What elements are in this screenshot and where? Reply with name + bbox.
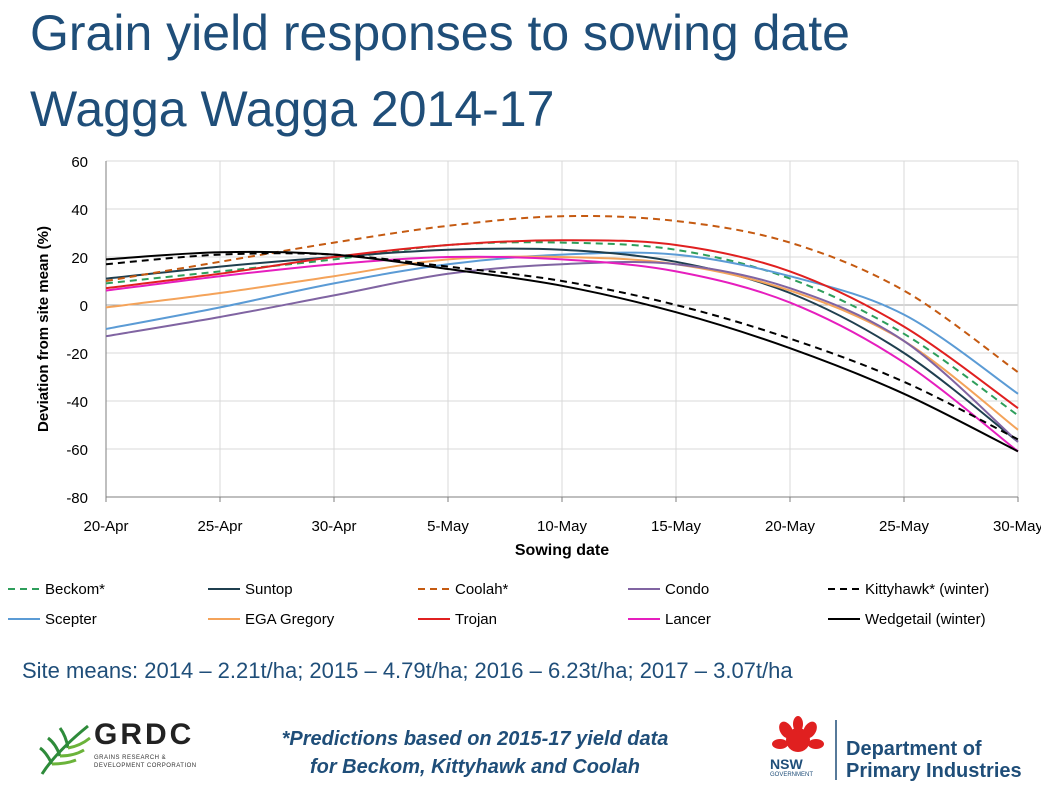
x-tick-label: 20-Apr [83, 518, 128, 535]
legend-label: Beckom* [45, 581, 105, 598]
x-tick-label: 15-May [651, 518, 702, 535]
grdc-name: GRDC [94, 718, 195, 751]
legend-label: EGA Gregory [245, 611, 335, 628]
dpi-name-line-2: Primary Industries [846, 760, 1022, 782]
legend-label: Condo [665, 581, 709, 598]
x-tick-label: 20-May [765, 518, 816, 535]
grdc-logo: GRDC GRAINS RESEARCH & DEVELOPMENT CORPO… [36, 716, 206, 778]
slide-title-line-2: Wagga Wagga 2014-17 [30, 81, 555, 137]
dpi-name: Department of Primary Industries [846, 738, 1022, 782]
series-line-lancer [105, 255, 1019, 453]
series-line-coolah [105, 214, 1019, 374]
dpi-name-line-1: Department of [846, 738, 982, 760]
x-tick-label: 5-May [427, 518, 469, 535]
y-tick-label: 0 [80, 298, 88, 315]
y-tick-label: -20 [66, 346, 88, 363]
y-tick-label: 20 [71, 250, 88, 267]
nsw-dpi-logo: NSW GOVERNMENT Department of Primary Ind… [768, 716, 1030, 782]
series-line-condo [105, 261, 1019, 443]
footnote-line-2: for Beckom, Kittyhawk and Coolah [309, 756, 641, 778]
slide-title-line-1: Grain yield responses to sowing date [30, 5, 850, 61]
x-tick-label: 30-Apr [311, 518, 356, 535]
x-tick-label: 25-Apr [197, 518, 242, 535]
site-means-text: Site means: 2014 – 2.21t/ha; 2015 – 4.79… [22, 658, 793, 683]
yield-chart: -80 -60 -40 -20 0 20 40 60 20-Apr 25-Apr 30-Apr 5-M… [8, 154, 1041, 628]
series-line-wedgetail-winter [105, 250, 1019, 453]
footnote: *Predictions based on 2015-17 yield data… [230, 725, 720, 781]
y-tick-label: -60 [66, 442, 88, 459]
series-line-beckom [105, 241, 1019, 417]
y-tick-label: -80 [66, 490, 88, 507]
legend-label: Wedgetail (winter) [865, 611, 986, 628]
grdc-subtitle: GRAINS RESEARCH & DEVELOPMENT CORPORATIO… [94, 755, 197, 769]
series-line-kittyhawk-winter [105, 252, 1019, 441]
waratah-icon [772, 716, 824, 752]
legend-label: Suntop [245, 581, 293, 598]
series-line-trojan [105, 239, 1019, 410]
series-line-scepter [105, 251, 1019, 395]
x-axis-title: Sowing date [515, 542, 609, 559]
y-tick-label: 60 [71, 154, 88, 171]
logo-divider [835, 720, 837, 780]
x-tick-label: 25-May [879, 518, 930, 535]
nsw-government-label: GOVERNMENT [770, 772, 814, 778]
legend-label: Lancer [665, 611, 711, 628]
legend-label: Kittyhawk* (winter) [865, 581, 989, 598]
x-tick-label: 30-May [993, 518, 1041, 535]
x-tick-label: 10-May [537, 518, 588, 535]
y-tick-label: 40 [71, 202, 88, 219]
series-line-suntop [105, 247, 1019, 443]
legend-label: Coolah* [455, 581, 509, 598]
nsw-label: NSW [770, 756, 803, 772]
legend-label: Trojan [455, 611, 497, 628]
legend-label: Scepter [45, 611, 97, 628]
wheat-icon [39, 724, 91, 775]
y-tick-label: -40 [66, 394, 88, 411]
y-axis-title: Deviation from site mean (%) [35, 226, 52, 432]
footnote-line-1: *Predictions based on 2015-17 yield data [281, 728, 669, 750]
